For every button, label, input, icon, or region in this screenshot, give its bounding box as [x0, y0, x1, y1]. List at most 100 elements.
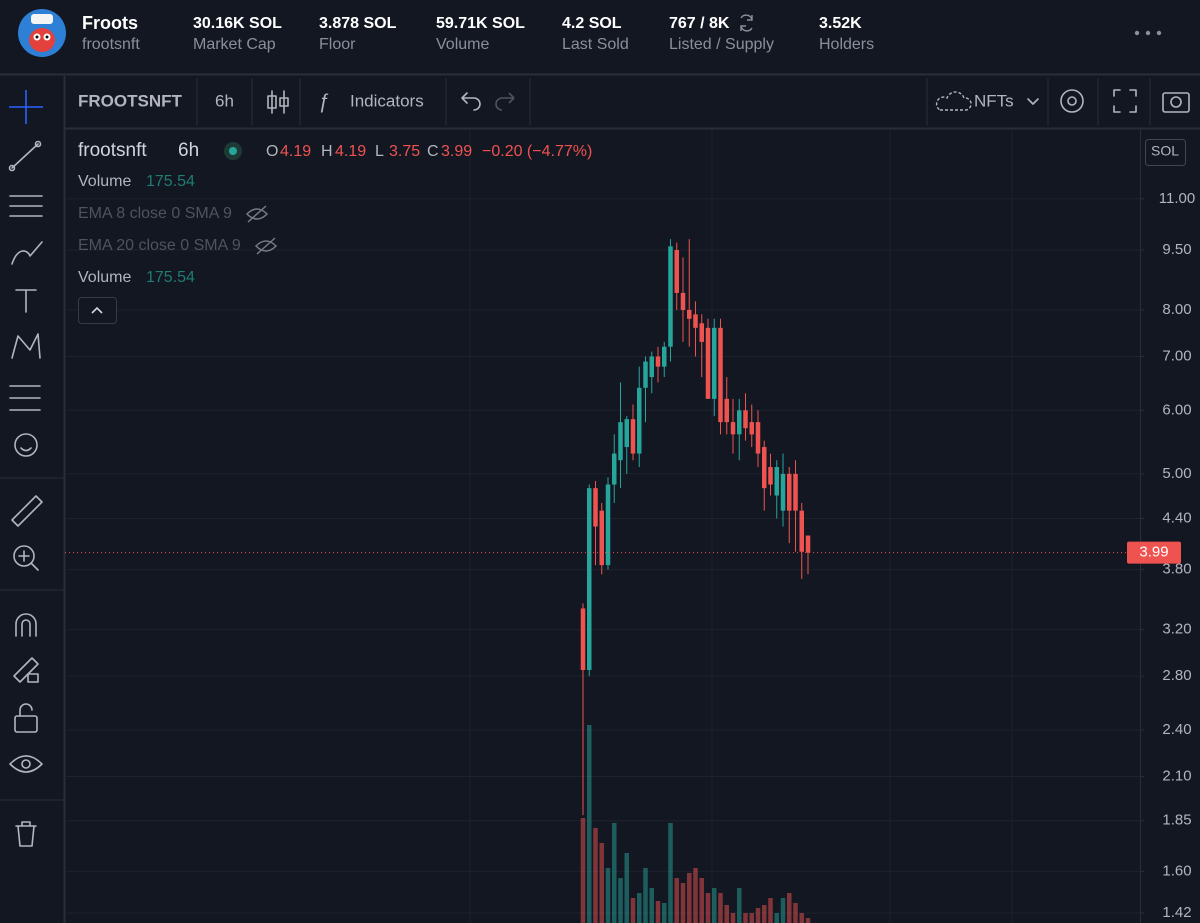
magnet-tool[interactable]: [15, 613, 37, 637]
fullscreen-button[interactable]: [1113, 89, 1137, 113]
candle-body: [612, 453, 617, 485]
indicators-button[interactable]: ƒ Indicators: [318, 90, 424, 112]
zoom-tool[interactable]: [13, 545, 39, 571]
volume-bar: [787, 893, 792, 923]
candle-body: [655, 356, 661, 367]
study-name: EMA 8 close 0 SMA 9: [78, 205, 232, 222]
y-tick-label: 7.00: [1162, 347, 1191, 364]
candle-body: [687, 309, 692, 319]
stat-label: Last Sold: [562, 36, 629, 53]
delete-tool[interactable]: [15, 821, 37, 847]
candle-body: [724, 398, 729, 423]
volume-bar: [612, 823, 617, 923]
candle-body: [618, 422, 623, 461]
snapshot-button[interactable]: [1162, 92, 1190, 113]
stat-value: 767 / 8K: [669, 15, 730, 32]
refresh-icon: [740, 14, 753, 32]
ohlc-key: L: [375, 143, 384, 160]
volume-bar: [693, 868, 698, 923]
volume-bar: [799, 913, 804, 923]
stat-label: Market Cap: [193, 36, 276, 53]
candle-body: [737, 410, 742, 435]
y-tick-label: 5.00: [1162, 465, 1191, 482]
stat-label: Listed / Supply: [669, 36, 774, 53]
stat-value: 3.52K: [819, 15, 862, 32]
volume-bar: [749, 913, 754, 923]
ohlc-key: H: [321, 143, 333, 160]
icon-tool[interactable]: [14, 433, 38, 457]
drawing-tools: [0, 90, 64, 847]
currency-box[interactable]: [1145, 139, 1186, 166]
candle-body: [768, 466, 773, 485]
candle-body: [699, 323, 704, 342]
hidden-eye-icon[interactable]: [245, 205, 269, 223]
chart-legend: frootsnft 6h O 4.19 H 4.19 L 3.75 C 3.99 −0.20 (…: [78, 140, 592, 324]
y-tick-label: 6.00: [1162, 401, 1191, 418]
prediction-tool[interactable]: [9, 385, 41, 411]
lock-drawings-tool[interactable]: [13, 657, 39, 683]
stat-label: Floor: [319, 36, 356, 53]
y-tick-label: 9.50: [1162, 241, 1191, 258]
stat-label: Holders: [819, 36, 874, 53]
y-tick-label: 1.85: [1162, 812, 1191, 829]
volume-bar: [637, 893, 642, 923]
settings-button[interactable]: [1060, 89, 1084, 113]
volume-bar: [630, 898, 636, 923]
volume-bar: [768, 898, 773, 923]
candle-body: [649, 356, 654, 378]
y-tick-label: 3.20: [1162, 621, 1191, 638]
candle-body: [718, 327, 723, 423]
legend-interval: 6h: [178, 140, 199, 161]
pattern-tool[interactable]: [11, 333, 41, 359]
candle-body: [749, 422, 754, 435]
volume-bar: [730, 913, 736, 923]
symbol-button[interactable]: FROOTSNFT: [78, 91, 182, 110]
volume-bar: [649, 888, 654, 923]
visibility-tool[interactable]: [9, 755, 43, 773]
chart-style-button[interactable]: [267, 90, 289, 114]
fib-tool[interactable]: [9, 195, 43, 217]
brush-tool[interactable]: [11, 241, 43, 265]
volume-bar: [712, 888, 717, 923]
trend-line-tool[interactable]: [8, 140, 42, 172]
indicators-label: Indicators: [350, 91, 424, 110]
volume-bar: [755, 908, 761, 923]
volume-bar: [662, 903, 667, 923]
ohlc-value: 4.19: [335, 143, 366, 160]
ohlc-value: 3.75: [389, 143, 420, 160]
ruler-tool[interactable]: [11, 495, 43, 527]
candle-body: [787, 473, 792, 511]
redo-button[interactable]: [495, 92, 515, 111]
ohlc-change: −0.20 (−4.77%): [482, 143, 592, 160]
candle-body: [593, 488, 598, 527]
collection-name: Froots: [82, 13, 138, 33]
collection-handle: frootsnft: [82, 36, 140, 53]
volume-bar: [805, 917, 811, 923]
undo-button[interactable]: [461, 92, 481, 111]
crosshair-tool[interactable]: [9, 90, 43, 124]
interval-button[interactable]: 6h: [215, 91, 234, 110]
candle-body: [762, 447, 767, 489]
study-name: EMA 20 close 0 SMA 9: [78, 237, 241, 254]
market-button[interactable]: NFTs: [935, 91, 1039, 111]
collapse-button[interactable]: [78, 297, 117, 324]
text-tool[interactable]: [15, 289, 37, 313]
candle-body: [630, 419, 636, 454]
more-menu[interactable]: [1134, 30, 1162, 36]
candle-body: [799, 510, 804, 552]
volume-bar: [780, 898, 786, 923]
lock-tool[interactable]: [14, 703, 38, 733]
hidden-eye-icon[interactable]: [254, 237, 278, 255]
study-name: Volume: [78, 269, 131, 286]
stat-value: 59.71K SOL: [436, 15, 525, 32]
volume-bar: [774, 913, 779, 923]
last-price-label: 3.99: [1139, 544, 1168, 561]
study-name: Volume: [78, 173, 131, 190]
y-tick-label: 2.40: [1162, 721, 1191, 738]
y-tick-label: 11.00: [1159, 190, 1195, 207]
candle-body: [624, 419, 629, 448]
avatar[interactable]: [18, 9, 66, 57]
volume-bar: [705, 893, 711, 923]
candle-body: [580, 608, 586, 671]
